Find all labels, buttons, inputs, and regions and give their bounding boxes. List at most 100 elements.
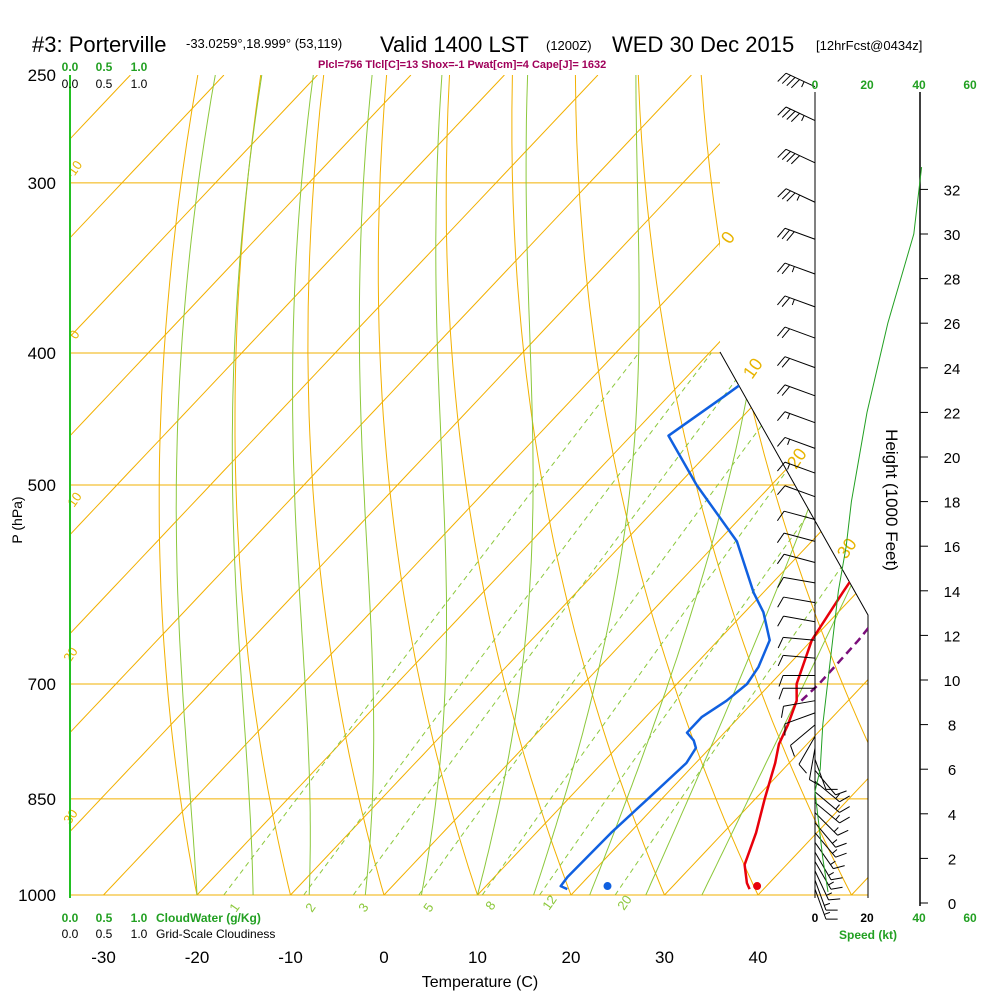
- wind-barb-half-flag: [835, 804, 840, 810]
- speed-top-tick: 40: [912, 78, 926, 92]
- wind-barb-flag: [777, 356, 786, 366]
- mixing-ratio-label: 2: [302, 900, 318, 915]
- cloud-water-top-tick: 0.0: [62, 60, 79, 74]
- moist-adiabat-line: [477, 75, 534, 896]
- wind-barb-staff: [814, 770, 836, 796]
- wind-barb-half-flag: [796, 194, 801, 201]
- wind-barb-flag: [781, 358, 791, 368]
- wind-barb-flag: [781, 297, 791, 307]
- wind-barb-flag: [786, 231, 795, 241]
- wind-barb: [798, 736, 816, 774]
- cloudiness-top-tick: 0.0: [62, 77, 79, 91]
- dry-adiabat-line: [234, 75, 291, 896]
- header-svg: #3: Porterville -33.0259°,18.999° (53,11…: [32, 32, 922, 71]
- wind-barb-flag: [828, 898, 841, 901]
- wind-barb: [814, 759, 838, 790]
- dewpoint-line: [559, 97, 868, 891]
- temperature-tick-label: -10: [278, 948, 303, 967]
- mixing-ratio-label: 20: [614, 892, 635, 912]
- wind-barb: [784, 712, 816, 736]
- moist-adiabat-line: [231, 75, 263, 896]
- mixing-ratio-line: [303, 352, 712, 896]
- dry-adiabat-label: 20: [783, 444, 811, 472]
- wind-barb-half-flag: [830, 860, 836, 865]
- wind-barb-flag: [777, 262, 786, 273]
- height-tick-label: 32: [944, 182, 961, 199]
- wind-barb-staff: [814, 791, 840, 813]
- temperature-line: [743, 97, 868, 890]
- isotherm-line: [70, 75, 599, 896]
- wind-barb-flag: [790, 79, 800, 89]
- wind-barb-flag: [777, 148, 787, 158]
- isotherm-line: [70, 75, 786, 896]
- wind-barb-flag: [839, 806, 850, 813]
- height-tick-label: 6: [948, 762, 956, 779]
- mixing-ratio-line: [481, 352, 868, 896]
- height-tick-label: 14: [944, 584, 961, 601]
- height-tick-label: 12: [944, 628, 961, 645]
- wind-barb-staff: [783, 654, 816, 659]
- zulu-time: (1200Z): [546, 38, 592, 53]
- wind-barb: [814, 851, 843, 881]
- wind-barb-flag: [790, 745, 795, 757]
- wind-barb: [776, 553, 816, 565]
- isotherm-line: [664, 75, 868, 896]
- wind-barb: [776, 532, 816, 543]
- wind-barb-staff: [783, 532, 816, 542]
- pressure-tick-label: 500: [28, 476, 56, 495]
- wind-barb-flag: [778, 675, 784, 687]
- dry-adiabat-label: -10: [62, 158, 85, 182]
- temperature-tick-label: 0: [379, 948, 388, 967]
- wind-barb-half-flag: [791, 299, 795, 306]
- sounding-series: [559, 97, 868, 891]
- dry-adiabat-line: [158, 75, 199, 896]
- wind-barb: [814, 870, 841, 901]
- wind-barb: [777, 106, 816, 122]
- dry-adiabat-label: 0: [66, 327, 82, 342]
- isotherm-line: [383, 75, 868, 896]
- wind-barb: [777, 411, 816, 424]
- wind-barb-flag: [798, 763, 807, 774]
- wind-barb-flag: [781, 74, 791, 84]
- station-title: #3: Porterville: [32, 32, 167, 57]
- wind-barb-staff: [784, 227, 816, 240]
- wind-barb-staff: [785, 148, 816, 164]
- temperature-tick-label: 10: [468, 948, 487, 967]
- pressure-axis-title: P (hPa): [9, 496, 25, 543]
- wind-barb-flag: [781, 328, 791, 339]
- height-tick-label: 26: [944, 316, 961, 333]
- wind-barb-half-flag: [832, 839, 838, 844]
- cloud-scales: 0.0 0.5 1.0 0.0 0.5 1.0 0.0 0.5 1.0 0.0 0.5 1.0 Clou…: [62, 60, 276, 941]
- wind-barb-staff: [784, 712, 816, 725]
- wind-barb-flag: [781, 229, 791, 240]
- wind-barb: [777, 461, 816, 474]
- wind-barb: [777, 227, 816, 241]
- wind-barb-flag: [790, 112, 800, 122]
- isotherm-line: [103, 75, 868, 896]
- speed-bottom-tick: 0: [812, 911, 819, 925]
- forecast-info: [12hrFcst@0434z]: [816, 38, 922, 53]
- pressure-tick-label: 250: [28, 66, 56, 85]
- wind-barb-half-flag: [824, 902, 831, 906]
- cloud-water-bottom-tick: 0.0: [62, 911, 79, 925]
- wind-barb-half-flag: [791, 266, 795, 273]
- speed-top-tick: 0: [812, 78, 819, 92]
- wind-barb-flag: [786, 192, 796, 202]
- wind-barb: [777, 148, 816, 165]
- isotherm-line: [70, 75, 505, 896]
- temperature-tick-label: -20: [185, 948, 210, 967]
- wind-barb-staff: [785, 72, 816, 88]
- pressure-tick-label: 400: [28, 344, 56, 363]
- wind-barb: [790, 724, 816, 757]
- cloud-water-bottom-tick: 0.5: [96, 911, 113, 925]
- wind-barb-flag: [781, 108, 791, 118]
- plot-boundary: [719, 351, 869, 898]
- wind-barb: [777, 188, 816, 203]
- dry-adiabat-line: [307, 75, 385, 896]
- moist-adiabat-line: [420, 75, 447, 896]
- wind-barb-flag: [777, 227, 786, 238]
- wind-barb-flag: [835, 852, 847, 858]
- mixing-ratio-line: [418, 352, 816, 896]
- height-tick-label: 18: [944, 495, 961, 512]
